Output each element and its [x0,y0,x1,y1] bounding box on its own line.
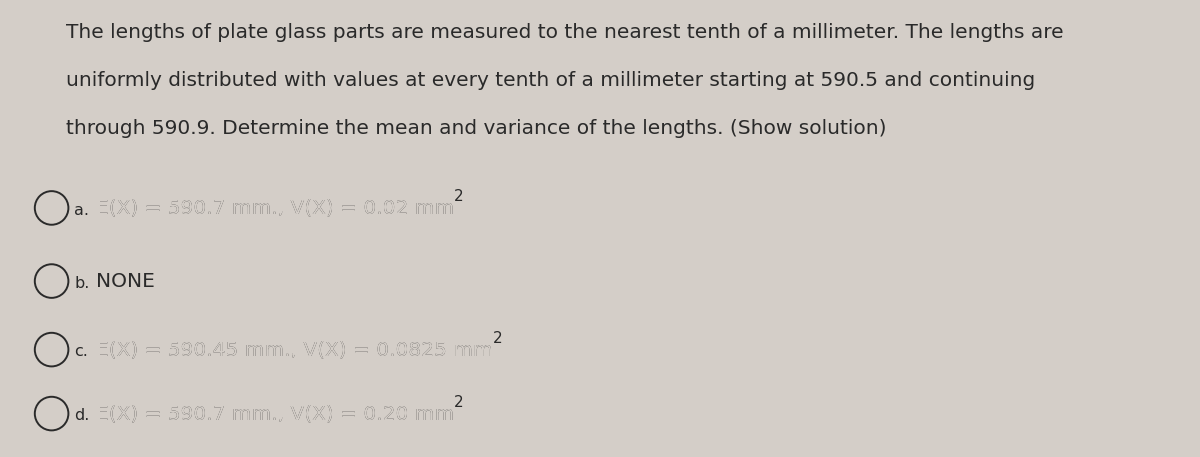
Text: a.: a. [74,203,90,218]
Text: b.: b. [74,276,90,291]
Text: E(X) = 590.7 mm., V(X) = 0.20 mm: E(X) = 590.7 mm., V(X) = 0.20 mm [96,404,455,423]
Text: NONE: NONE [96,271,155,291]
Text: E(X) = 590.7 mm., V(X) = 0.02 mm: E(X) = 590.7 mm., V(X) = 0.02 mm [96,198,455,218]
Text: E(X) = 590.7 mm., V(X) = 0.02 mm: E(X) = 590.7 mm., V(X) = 0.02 mm [96,198,455,218]
Text: E(X) = 590.45 mm., V(X) = 0.0825 mm: E(X) = 590.45 mm., V(X) = 0.0825 mm [96,340,493,359]
Text: c.: c. [74,345,89,359]
Text: through 590.9. Determine the mean and variance of the lengths. (Show solution): through 590.9. Determine the mean and va… [66,119,887,138]
Text: E(X) = 590.45 mm., V(X) = 0.0825 mm: E(X) = 590.45 mm., V(X) = 0.0825 mm [96,340,493,359]
Text: 2: 2 [455,395,464,409]
Text: 2: 2 [455,189,464,204]
Text: The lengths of plate glass parts are measured to the nearest tenth of a millimet: The lengths of plate glass parts are mea… [66,23,1063,42]
Text: 2: 2 [493,331,503,345]
Text: uniformly distributed with values at every tenth of a millimeter starting at 590: uniformly distributed with values at eve… [66,71,1036,90]
Text: E(X) = 590.7 mm., V(X) = 0.20 mm: E(X) = 590.7 mm., V(X) = 0.20 mm [96,404,455,423]
Text: d.: d. [74,409,90,423]
